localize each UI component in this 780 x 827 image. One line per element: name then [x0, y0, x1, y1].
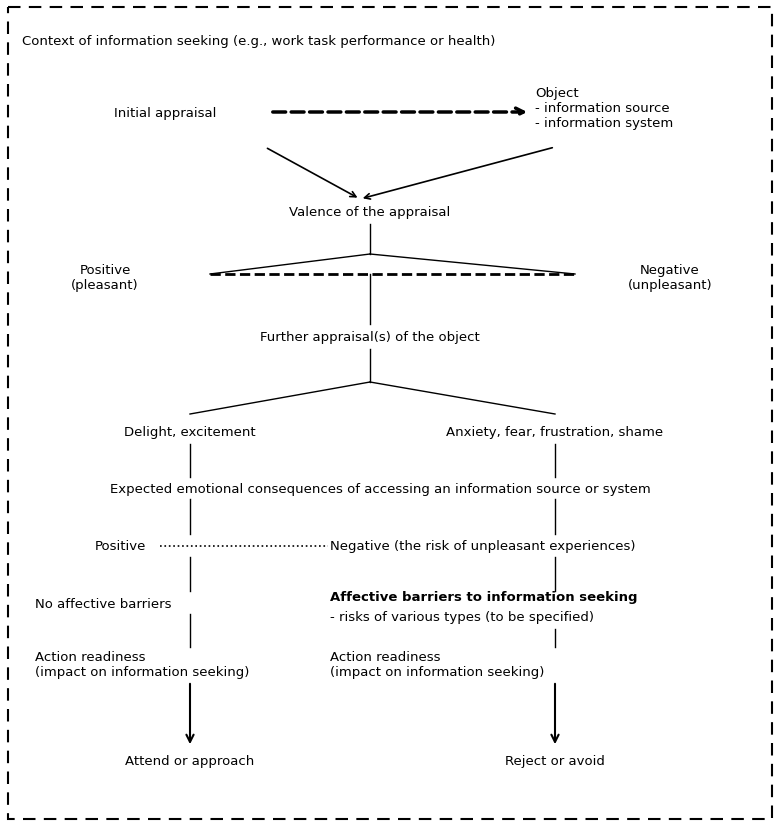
- Text: - risks of various types (to be specified): - risks of various types (to be specifie…: [330, 611, 594, 624]
- Text: Initial appraisal: Initial appraisal: [114, 107, 216, 119]
- Text: Positive: Positive: [95, 540, 147, 552]
- Text: Valence of the appraisal: Valence of the appraisal: [289, 206, 451, 219]
- Text: Action readiness
(impact on information seeking): Action readiness (impact on information …: [35, 650, 250, 678]
- Text: No affective barriers: No affective barriers: [35, 598, 172, 611]
- Text: Action readiness
(impact on information seeking): Action readiness (impact on information …: [330, 650, 544, 678]
- Text: Negative (the risk of unpleasant experiences): Negative (the risk of unpleasant experie…: [330, 540, 636, 552]
- Text: Delight, excitement: Delight, excitement: [124, 426, 256, 439]
- Text: Further appraisal(s) of the object: Further appraisal(s) of the object: [260, 331, 480, 344]
- Text: Context of information seeking (e.g., work task performance or health): Context of information seeking (e.g., wo…: [22, 35, 495, 48]
- Text: Positive
(pleasant): Positive (pleasant): [71, 264, 139, 292]
- Text: Negative
(unpleasant): Negative (unpleasant): [628, 264, 712, 292]
- Text: Anxiety, fear, frustration, shame: Anxiety, fear, frustration, shame: [446, 426, 664, 439]
- Text: Affective barriers to information seeking: Affective barriers to information seekin…: [330, 590, 637, 604]
- Text: Attend or approach: Attend or approach: [126, 754, 254, 767]
- Text: Object
- information source
- information system: Object - information source - informatio…: [535, 86, 673, 129]
- Text: Reject or avoid: Reject or avoid: [505, 754, 605, 767]
- Text: Expected emotional consequences of accessing an information source or system: Expected emotional consequences of acces…: [110, 483, 651, 496]
